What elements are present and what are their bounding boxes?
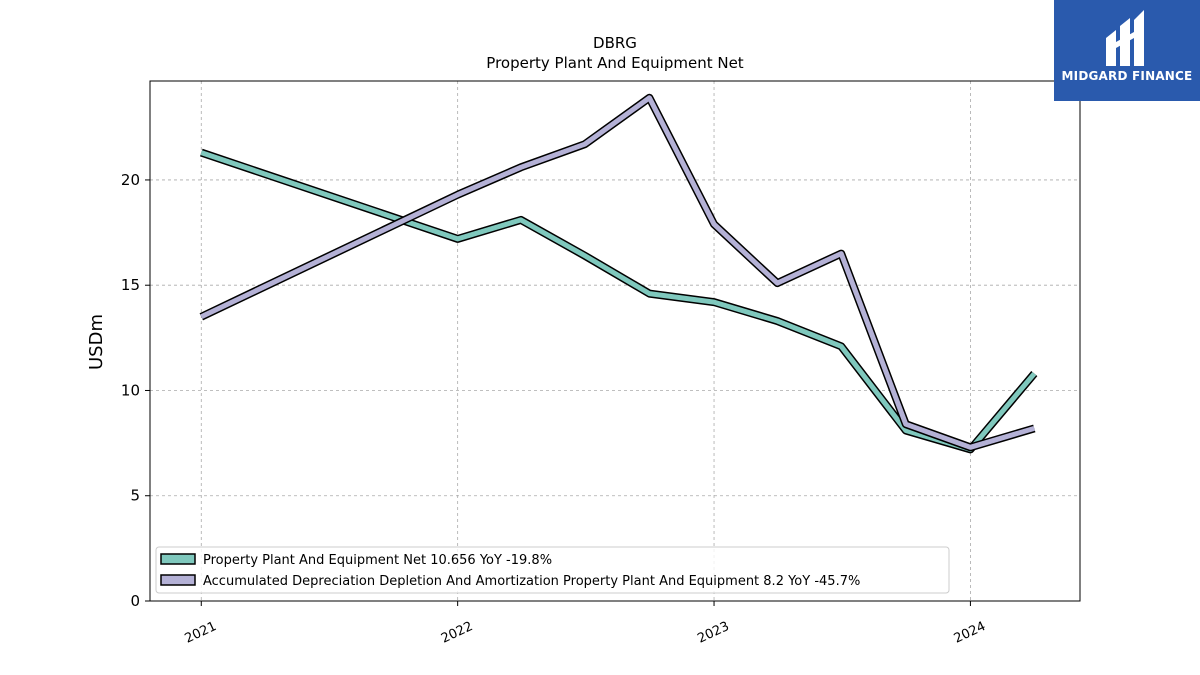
y-tick-label: 5: [130, 487, 140, 505]
y-tick-label: 10: [121, 381, 140, 399]
x-tick-label: 2024: [952, 619, 988, 647]
y-tick-label: 15: [121, 276, 140, 294]
legend-entry-label: Accumulated Depreciation Depletion And A…: [203, 574, 860, 589]
legend: Property Plant And Equipment Net 10.656 …: [155, 546, 950, 594]
x-tick-label: 2022: [439, 619, 475, 647]
legend-box: [155, 546, 950, 594]
chart-title: DBRG: [593, 34, 637, 52]
plot-frame: [149, 80, 1081, 602]
grid: [150, 81, 1080, 601]
legend-swatch: [160, 553, 196, 565]
series-1-line: [200, 150, 1037, 452]
legend-swatch: [160, 574, 196, 586]
logo-text: MIDGARD FINANCE: [1061, 69, 1193, 83]
x-axis: 2021 2022 2023 2024: [183, 601, 988, 647]
legend-entry-label: Property Plant And Equipment Net 10.656 …: [203, 553, 552, 568]
chart-subtitle: Property Plant And Equipment Net: [486, 54, 743, 72]
y-tick-label: 20: [121, 171, 140, 189]
y-axis-label: USDm: [86, 314, 107, 370]
brand-logo: MIDGARD FINANCE: [1054, 0, 1200, 101]
x-tick-label: 2023: [695, 619, 731, 647]
logo-mark-icon: [1106, 10, 1144, 66]
series-2-line: [200, 95, 1036, 450]
y-axis: 0 5 10 15 20: [121, 171, 150, 610]
x-tick-label: 2021: [183, 619, 219, 647]
y-tick-label: 0: [130, 592, 140, 610]
series-layer: [199, 93, 1038, 454]
